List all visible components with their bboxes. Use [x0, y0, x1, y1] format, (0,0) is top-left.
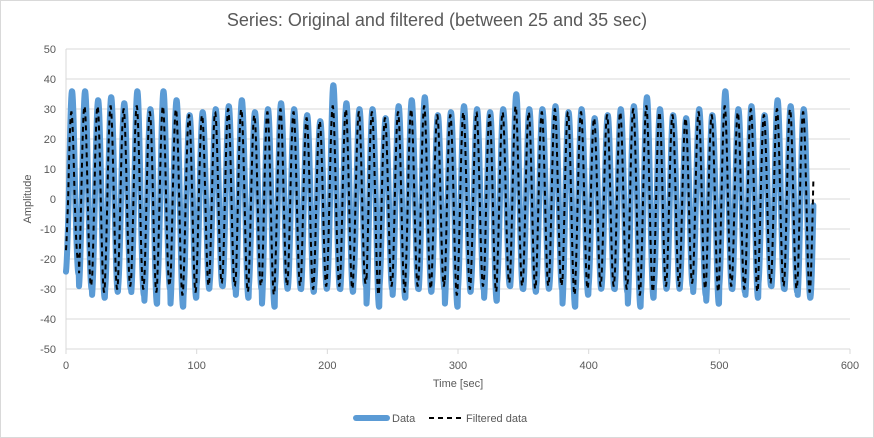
legend-label-filtered-data: Filtered data: [466, 413, 528, 425]
y-tick-label: 0: [50, 194, 56, 206]
y-tick-label: 10: [44, 164, 56, 176]
y-tick-label: -30: [40, 284, 56, 296]
series-layer: [63, 82, 817, 310]
y-tick-label: -40: [40, 314, 56, 326]
y-tick-label: 20: [44, 134, 56, 146]
y-tick-label: 30: [44, 104, 56, 116]
y-tick-label: -20: [40, 254, 56, 266]
legend: Data Filtered data: [353, 413, 528, 425]
x-tick-label: 0: [63, 360, 69, 372]
chart-title: Series: Original and filtered (between 2…: [227, 10, 647, 30]
y-tick-label: -10: [40, 224, 56, 236]
x-axis-ticks: 0 100 200 300 400 500 600: [63, 349, 859, 372]
x-tick-label: 100: [187, 360, 205, 372]
y-axis-title: Amplitude: [22, 175, 34, 224]
y-tick-label: -50: [40, 344, 56, 356]
x-tick-label: 600: [841, 360, 859, 372]
legend-label-data: Data: [392, 413, 416, 425]
series-line-filtered-data: [65, 105, 815, 296]
x-tick-label: 200: [318, 360, 336, 372]
x-tick-label: 400: [579, 360, 597, 372]
x-tick-label: 500: [710, 360, 728, 372]
x-axis-title: Time [sec]: [433, 378, 483, 390]
y-tick-label: 50: [44, 44, 56, 56]
y-axis-ticks: -50 -40 -30 -20 -10 0 10 20 30 40 50: [40, 44, 56, 356]
y-tick-label: 40: [44, 74, 56, 86]
x-tick-label: 300: [449, 360, 467, 372]
